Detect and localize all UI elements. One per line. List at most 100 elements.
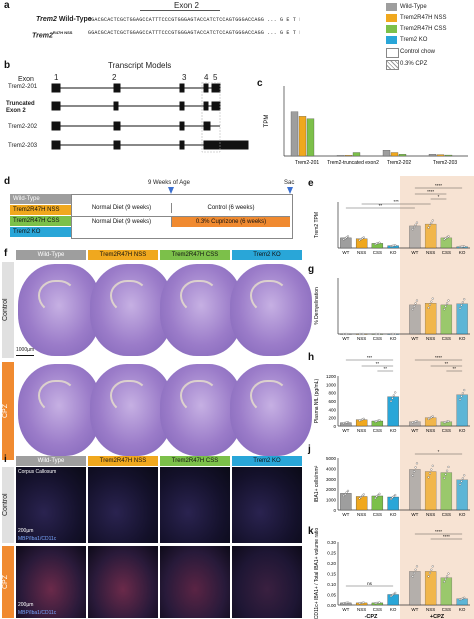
brain-slice-control-css [160, 264, 242, 356]
h-sig-1: ** [445, 361, 449, 366]
weeks-9-label: 9 Weeks of Age [148, 180, 190, 186]
e-bar-5 [424, 223, 437, 249]
if-control-css [160, 467, 230, 543]
i-col-wt: Wild-Type [16, 456, 86, 466]
j-xtick-3: KO [390, 512, 397, 517]
legend-swatch-control [386, 48, 399, 58]
k-sig-0: **** [435, 529, 442, 534]
k-point-3-0 [389, 595, 393, 598]
j-xtick-0: WT [342, 512, 349, 517]
g-bar-4 [409, 304, 421, 335]
e-point-6-3 [447, 235, 450, 238]
k-point-1-3 [362, 601, 365, 604]
h-xtick-6: CSS [442, 428, 451, 433]
g-point-7-3 [463, 298, 466, 301]
e-point-4-2 [414, 223, 417, 226]
j-point-6-2 [446, 469, 449, 472]
e-sig-3: ** [379, 203, 383, 208]
g-point-6-1 [444, 305, 447, 308]
k-ytick-2: 0.10 [327, 582, 336, 587]
panel-label-a: a [4, 0, 10, 11]
timeline-box [71, 194, 293, 239]
exon-number-5: 5 [213, 73, 218, 82]
k-ytick-3: 0.15 [327, 572, 336, 577]
e-point-0-2 [345, 236, 348, 239]
transcript-label-201: Trem2-201 [8, 84, 38, 90]
g-point-2-3 [378, 332, 381, 336]
brain-slice-cpz-nss [90, 364, 172, 456]
chart-c: TPM Trem2-201 Trem2-truncated exon2 Trem2-2… [264, 86, 468, 166]
k-sig-2: ns [367, 581, 373, 586]
h-y-label: Plasma NfL (pg/mL) [314, 379, 320, 424]
transcript-label-203: Trem2-203 [8, 143, 38, 149]
k-point-3-1 [391, 593, 394, 597]
h-point-0-3 [346, 421, 350, 424]
h-ytick-2: 400 [328, 407, 336, 412]
j-point-4-3 [415, 462, 419, 465]
j-bar-4 [409, 469, 421, 511]
h-bar-7 [456, 394, 468, 427]
j-point-6-1 [444, 473, 447, 476]
legend-label-wt: Wild-Type [400, 4, 427, 10]
if-cpz-wt [16, 546, 86, 618]
panel-label-h: h [308, 352, 315, 363]
chart-j: 0 1000 2000 3000 4000 5000 IBA1+ cells/mm² WT NS… [314, 449, 470, 517]
g-point-5-1 [428, 303, 431, 306]
h-xtick-2: CSS [373, 428, 382, 433]
k-xtick-5: NSS [426, 607, 435, 612]
normal-diet-bottom: Normal Diet (9 weeks) [72, 216, 172, 227]
j-ytick-5: 5000 [326, 456, 337, 461]
panel-label-b: b [4, 60, 11, 71]
k-xtick-0: WT [342, 607, 349, 612]
if-control-ko [232, 467, 302, 543]
e-point-5-0 [427, 226, 430, 229]
h-xtick-4: WT [411, 428, 418, 433]
h-point-5-3 [431, 415, 434, 418]
k-point-2-3 [378, 601, 381, 604]
f-col-ko: Trem2 KO [232, 250, 302, 260]
k-minus-cpz-label: -CPZ [365, 614, 378, 619]
h-point-7-1 [460, 395, 463, 398]
f-scalebar-line [16, 355, 34, 356]
g-xtick-6: CSS [442, 336, 451, 341]
group-chip-ko: Trem2 KO [10, 227, 71, 237]
e-xtick-1: NSS [357, 250, 366, 255]
h-sig-0: **** [435, 355, 442, 360]
e-xtick-2: CSS [373, 250, 382, 255]
if-cpz-ko [232, 546, 302, 618]
k-ytick-4: 0.20 [327, 561, 336, 566]
j-bar-5 [424, 471, 437, 511]
f-col-css: Trem2R47H CSS [160, 250, 230, 260]
h-sig-3: *** [367, 355, 373, 360]
g-point-4-0 [411, 308, 414, 311]
e-sig-0: **** [435, 183, 442, 188]
arrow-9-weeks [168, 187, 174, 194]
panel-label-k: k [308, 526, 314, 537]
g-point-4-2 [414, 302, 417, 305]
group-chip-wt: Wild-Type [10, 194, 71, 204]
c-xtick-3: Trem2-203 [433, 160, 457, 166]
legend-label-control: Control chow [400, 49, 436, 55]
j-point-5-1 [428, 472, 431, 475]
h-point-6-3 [447, 420, 450, 423]
exon2-bracket [140, 10, 220, 11]
g-y-label: % Demyelination [314, 287, 320, 325]
panel-label-c: c [257, 78, 263, 89]
g-point-4-1 [413, 305, 416, 308]
legend-label-cpz: 0.3% CPZ [400, 61, 428, 67]
h-ytick-3: 600 [328, 399, 336, 404]
e-point-6-1 [444, 237, 447, 240]
j-point-4-0 [411, 474, 414, 477]
g-xtick-7: KO [459, 336, 466, 341]
wt-sequence: GGACGCACTCGCTGGAGCCATTTCCCGTGGGAGTACCATC… [88, 17, 300, 23]
e-xtick-4: WT [411, 250, 418, 255]
g-point-1-3 [362, 332, 365, 336]
g-xtick-2: CSS [373, 336, 382, 341]
h-xtick-7: KO [459, 428, 466, 433]
i-col-css: Trem2R47H CSS [160, 456, 230, 466]
c-bar-1-0 [336, 155, 345, 157]
chart-h: 0 200 400 600 800 1000 1200 Plasma NfL (pg/mL) W… [314, 355, 470, 433]
i-col-nss: Trem2R47H NSS [88, 456, 158, 466]
h-point-1-3 [362, 417, 365, 420]
c-bar-2-1 [390, 152, 399, 157]
